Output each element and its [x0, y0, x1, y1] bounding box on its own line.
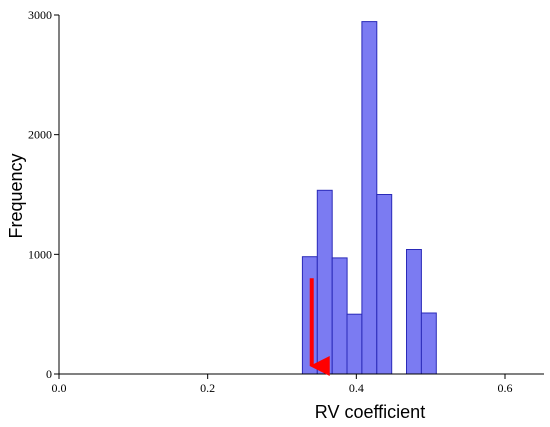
histogram-bar-2: [316, 189, 333, 375]
histogram-bar-5: [361, 21, 378, 375]
histogram-bar-7: [406, 249, 422, 375]
histogram-bar-8: [420, 312, 437, 375]
x-tick-label: 0.6: [498, 381, 513, 395]
x-axis-title: RV coefficient: [315, 402, 425, 422]
histogram-bar-6: [376, 194, 393, 375]
axes-layer: [58, 15, 544, 375]
x-tick-label: 0.4: [349, 381, 364, 395]
x-tick-label: 0.2: [200, 381, 215, 395]
histogram-bar-4: [346, 313, 363, 375]
y-tick-label: 3000: [28, 8, 52, 22]
y-tick-label: 0: [46, 367, 52, 381]
ticks-layer: 0.0 0.2 0.4 0.6 0 1000 2000 3000: [28, 8, 513, 395]
y-tick-label: 2000: [28, 128, 52, 142]
y-axis-title: Frequency: [6, 153, 26, 238]
bars-layer: [301, 21, 437, 375]
y-tick-label: 1000: [28, 247, 52, 261]
x-tick-label: 0.0: [52, 381, 67, 395]
histogram-bar-3: [331, 257, 348, 375]
